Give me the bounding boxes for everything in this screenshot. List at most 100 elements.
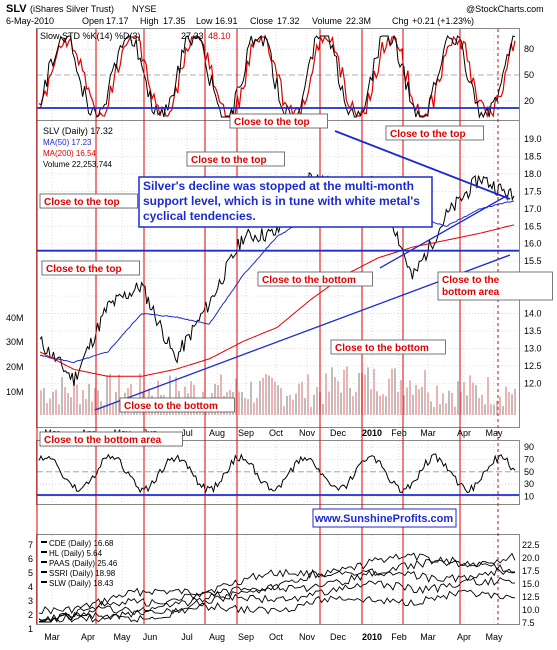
miners-right-tick: 7.5 [522, 618, 535, 628]
volume-bar [457, 381, 459, 415]
annotation-box [41, 260, 140, 276]
miners-legend-item: SSRI (Daily) 18.98 [49, 569, 116, 578]
volume-bar [247, 398, 249, 415]
volume-bar [58, 404, 60, 415]
volume-bar [94, 387, 96, 415]
volume-bar [76, 384, 78, 415]
volume-bar [112, 402, 114, 415]
volume-bar [235, 378, 237, 415]
miners-left-tick: 5 [28, 568, 33, 578]
miners-legend-swatch [41, 551, 47, 553]
volume-bar [388, 378, 390, 415]
price-tick-label: 15.5 [524, 256, 542, 266]
miners-legend-item: CDE (Daily) 16.68 [49, 539, 114, 548]
volume-bar [88, 384, 90, 415]
price-tick-label: 18.5 [524, 151, 542, 161]
price-tick-label: 12.5 [524, 361, 542, 371]
volume-bar [460, 391, 462, 415]
quote-high: 17.35 [163, 16, 186, 26]
quote-close: 17.32 [277, 16, 300, 26]
miner-line [38, 589, 516, 623]
volume-bar [250, 381, 252, 415]
x-axis-label-top: Oct [269, 428, 284, 438]
miners-left-tick: 2 [28, 610, 33, 620]
miners-right-tick: 15.0 [522, 579, 540, 589]
miner-line [38, 567, 516, 623]
x-axis-label-bottom: Sep [238, 632, 254, 642]
quote-chg: +0.21 (+1.23%) [412, 16, 474, 26]
quote-volume-label: Volume [312, 16, 342, 26]
volume-bar [103, 405, 105, 415]
symbol-exchange: NYSE [132, 4, 157, 14]
price-tick-label: 19.0 [524, 134, 542, 144]
volume-bar [91, 401, 93, 415]
price-tick-label: 13.0 [524, 343, 542, 353]
legend-price: SLV (Daily) 17.32 [43, 126, 113, 136]
stoch-title: Slow STD %K(14) %D(3) [40, 31, 141, 41]
annotation-box [330, 339, 446, 355]
volume-bar [64, 386, 66, 415]
x-axis-label-bottom: Aug [209, 632, 225, 642]
annotation-text: Close to the top [234, 117, 310, 128]
x-axis-label-bottom: Apr [457, 632, 471, 642]
annotation-label: Close to the top [229, 113, 328, 129]
miners-legend-swatch [41, 571, 47, 573]
minor-trend-line [379, 194, 509, 269]
volume-bar [331, 367, 333, 415]
volume-bar [370, 389, 372, 415]
annotation-box [437, 271, 553, 301]
volume-bar [427, 392, 429, 415]
miners-left-tick: 6 [28, 554, 33, 564]
x-axis-label-bottom: Dec [330, 632, 347, 642]
symbol-title: SLV [6, 3, 27, 15]
x-axis-label-top: Dec [330, 428, 347, 438]
x-axis-label-bottom: Jul [181, 632, 193, 642]
volume-bar [469, 375, 471, 415]
ma50-line [39, 176, 514, 364]
volume-bar [334, 377, 336, 415]
stoch-d-line [38, 34, 516, 119]
miners-left-tick: 3 [28, 596, 33, 606]
volume-bar [283, 406, 285, 415]
volume-bar [271, 377, 273, 415]
annotation-label: Close to the bottom [119, 397, 235, 413]
volume-bar [475, 385, 477, 415]
stoch-k-line [38, 34, 516, 119]
volume-bar [40, 390, 42, 415]
volume-bar [118, 374, 120, 415]
annotation-label: Close to the bottom [330, 339, 446, 355]
volume-bar [307, 374, 309, 415]
annotation-box [39, 431, 183, 447]
price-tick-label: 17.0 [524, 204, 542, 214]
miners-right-tick: 20.0 [522, 553, 540, 563]
price-tick-label: 18.0 [524, 169, 542, 179]
quote-high-label: High [140, 16, 159, 26]
watermark: @StockCharts.com [466, 4, 544, 14]
volume-bar [487, 377, 489, 415]
volume-bar [109, 374, 111, 415]
stoch-panel [36, 28, 520, 121]
volume-bar [139, 373, 141, 415]
rsi-tick-label: 10 [524, 492, 534, 502]
annotation-text: bottom area [442, 287, 500, 298]
miners-legend-item: SLW (Daily) 18.43 [49, 579, 114, 588]
miners-right-tick: 17.5 [522, 566, 540, 576]
volume-bar [79, 404, 81, 415]
volume-bar [406, 387, 408, 415]
main-legend: SLV (Daily) 17.32 MA(50) 17.23 MA(200) 1… [43, 126, 113, 169]
volume-bar [478, 397, 480, 415]
annotation-text: Close to the top [390, 129, 466, 140]
stoch-k: 27.33 [181, 31, 204, 41]
x-axis-label-top: Sep [238, 428, 254, 438]
volume-bar [505, 386, 507, 415]
x-axis-label-bottom: Mar [44, 632, 60, 642]
volume-bar [310, 406, 312, 415]
x-axis-label-top: Jul [181, 428, 193, 438]
volume-bar [352, 396, 354, 415]
volume-bar [439, 404, 441, 415]
volume-bar [97, 390, 99, 415]
volume-bar [367, 367, 369, 415]
volume-bar [244, 398, 246, 415]
volume-tick-label: 10M [6, 387, 24, 397]
